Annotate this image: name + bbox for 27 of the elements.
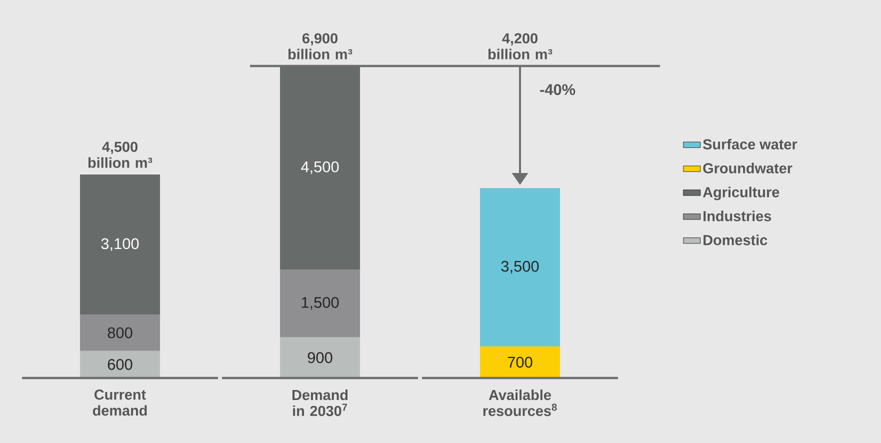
legend-label: Industries (704, 210, 772, 222)
legend-label: Agriculture (702, 186, 780, 200)
x-tick-label: Available resources$^{8}$ (483, 390, 557, 416)
annotation: -40% (540, 84, 576, 96)
total-label: 4,500 billion m³ (88, 142, 152, 168)
total-label: 6,900 billion m³ (288, 33, 352, 60)
legend-label: Domestic (704, 234, 768, 246)
bar (80, 174, 160, 315)
x-tick-label: Demand in 2030$^{7}$ (292, 390, 348, 416)
legend-label: Groundwater (703, 162, 792, 174)
data-label: 4,500 (301, 161, 339, 174)
data-label: 1,500 (302, 297, 339, 310)
x-tick-label: Current demand (92, 390, 147, 416)
data-label: 3,500 (501, 260, 539, 274)
data-label: 700 (508, 356, 532, 368)
bar (480, 188, 560, 346)
bar (280, 269, 360, 338)
legend-label: Surface water (703, 138, 798, 150)
data-label: 900 (308, 352, 332, 364)
data-label: 3,100 (101, 238, 139, 251)
data-label: 600 (108, 358, 132, 370)
data-label: 800 (108, 327, 132, 338)
bar (280, 337, 360, 378)
text: 4,200 billion m³ (488, 33, 552, 60)
bar (480, 346, 560, 378)
bar (80, 314, 160, 351)
bar (80, 350, 160, 378)
